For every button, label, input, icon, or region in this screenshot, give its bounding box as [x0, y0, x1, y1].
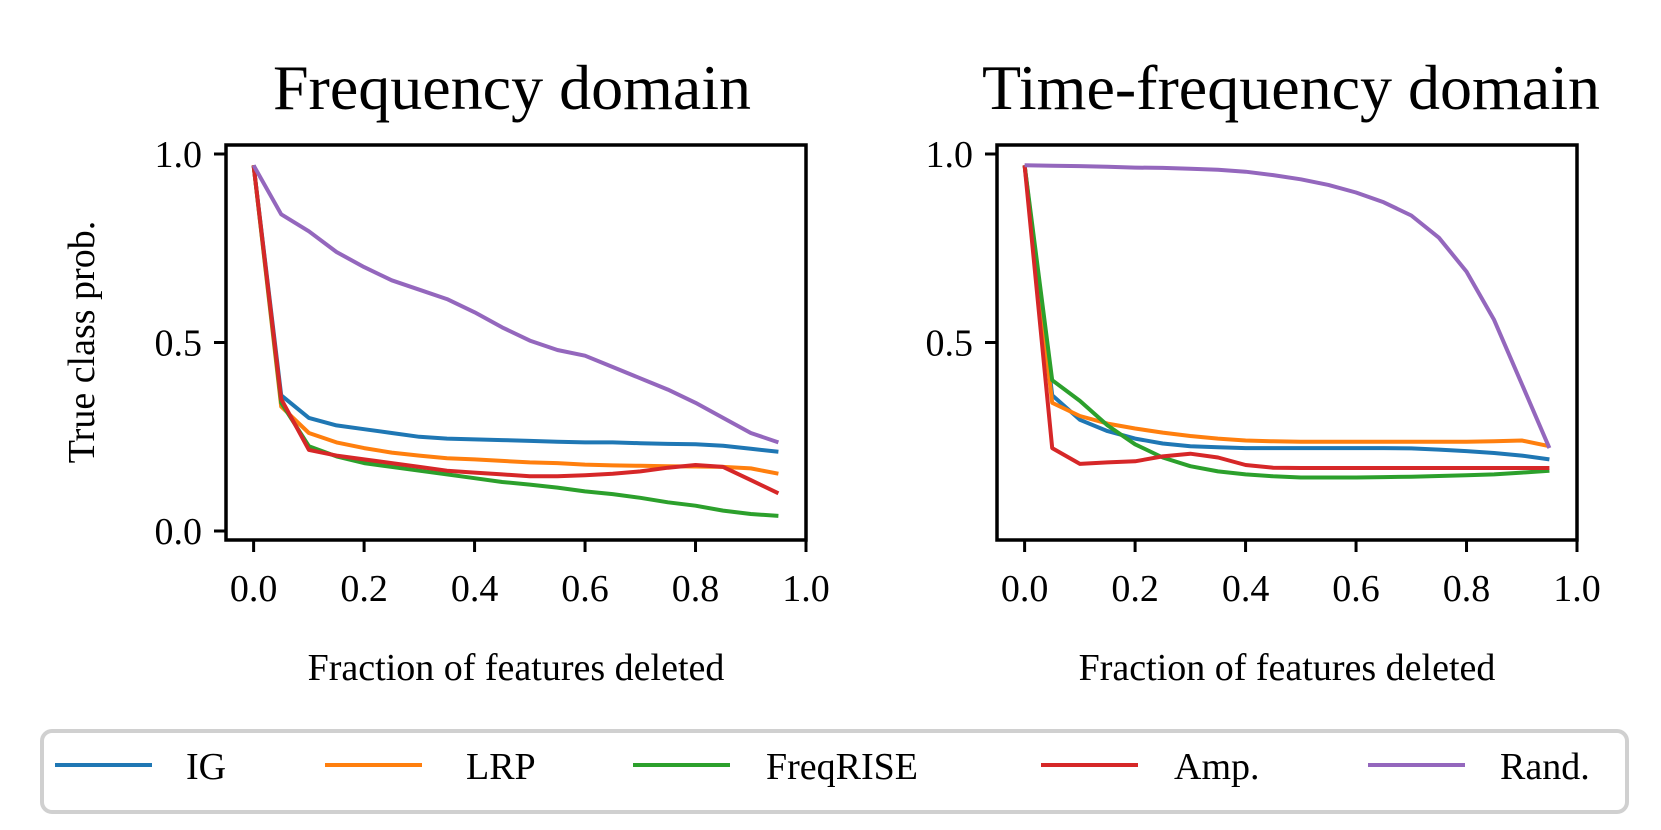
series-line-ig	[1022, 165, 1550, 462]
legend-item-amp: Amp.	[1041, 746, 1260, 788]
legend-item-lrp: LRP	[325, 746, 536, 788]
series-group	[251, 164, 780, 518]
x-tick-label: 0.4	[451, 568, 499, 610]
x-tick-label: 0.6	[561, 568, 609, 610]
series-line-lrp	[251, 165, 779, 476]
series-line-rand	[251, 164, 780, 445]
axes-frame	[995, 143, 1579, 542]
y-tick-label: 1.0	[155, 134, 203, 176]
legend-label-rand: Rand.	[1500, 746, 1590, 788]
y-tick-label: 1.0	[926, 134, 974, 176]
series-line-freqrise	[1022, 165, 1550, 480]
legend-label-freqrise: FreqRISE	[766, 746, 918, 788]
x-tick-label: 0.8	[672, 568, 720, 610]
legend-label-lrp: LRP	[466, 746, 536, 788]
series-line-rand	[1024, 163, 1552, 449]
series-group	[1022, 163, 1552, 480]
tick-group: 0.0 0.2 0.4 0.6 0.8 1.0 0.0 0.5 1.0	[155, 134, 830, 610]
series-line-ig	[251, 165, 779, 454]
y-tick-label: 0.5	[155, 323, 203, 365]
legend-item-ig: IG	[55, 746, 226, 788]
legend-box	[40, 729, 1629, 814]
x-axis-label: Fraction of features deleted	[1079, 647, 1496, 689]
x-tick-label: 0.6	[1332, 568, 1380, 610]
x-tick-label: 0.2	[1111, 568, 1159, 610]
legend-label-amp: Amp.	[1174, 746, 1260, 788]
x-tick-label: 0.0	[1001, 568, 1049, 610]
x-tick-label: 0.8	[1443, 568, 1491, 610]
series-line-amp	[1022, 165, 1550, 470]
tick-group: 0.0 0.2 0.4 0.6 0.8 1.0 0.5 1.0	[926, 134, 1601, 610]
axes-frame	[224, 143, 808, 542]
legend-item-rand: Rand.	[1368, 746, 1590, 788]
panel-time-frequency-domain: Time-frequency domain 0.0 0.2 0.4 0.6 0.8 1.0…	[926, 52, 1601, 689]
legend-label-ig: IG	[186, 746, 226, 788]
y-axis-label: True class prob.	[61, 221, 103, 463]
x-tick-label: 0.0	[230, 568, 278, 610]
series-line-amp	[251, 165, 780, 496]
panel-title: Frequency domain	[273, 52, 751, 123]
x-axis-label: Fraction of features deleted	[308, 647, 725, 689]
series-line-lrp	[1022, 165, 1550, 449]
x-tick-label: 0.4	[1222, 568, 1270, 610]
x-tick-label: 0.2	[340, 568, 388, 610]
legend: IG LRP FreqRISE Amp. Rand.	[40, 729, 1629, 814]
y-tick-label: 0.0	[155, 511, 203, 553]
x-tick-label: 1.0	[1553, 568, 1601, 610]
panel-title: Time-frequency domain	[982, 52, 1600, 123]
legend-item-freqrise: FreqRISE	[633, 746, 918, 788]
panel-frequency-domain: Frequency domain 0.0 0.2 0.4 0.6 0.8 1.00.00.…	[61, 52, 830, 689]
y-tick-label: 0.5	[926, 323, 974, 365]
x-tick-label: 1.0	[782, 568, 830, 610]
